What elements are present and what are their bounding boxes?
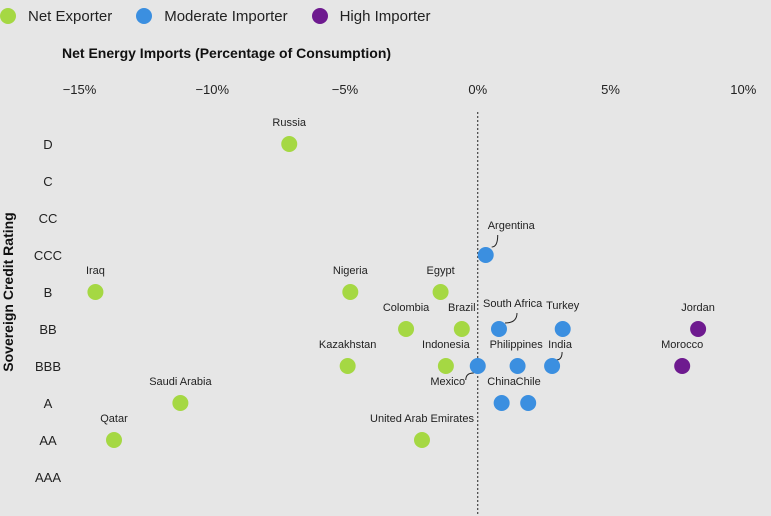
point-label-egypt: Egypt bbox=[427, 265, 455, 277]
leader-line-south-africa bbox=[504, 312, 518, 324]
point-india bbox=[544, 358, 561, 374]
point-label-iraq: Iraq bbox=[86, 265, 105, 277]
y-tick-label: C bbox=[43, 174, 52, 189]
point-mexico bbox=[469, 358, 486, 374]
leader-line-argentina bbox=[491, 234, 499, 248]
y-tick-label: BB bbox=[39, 322, 56, 337]
leader-line-mexico bbox=[465, 372, 474, 381]
point-morocco bbox=[674, 358, 691, 374]
point-label-indonesia: Indonesia bbox=[422, 339, 471, 351]
point-colombia bbox=[398, 321, 415, 337]
point-turkey bbox=[554, 321, 571, 337]
point-label-china: China bbox=[487, 376, 517, 388]
y-tick-label: BBB bbox=[35, 359, 61, 374]
legend: Net Exporter Moderate Importer High Impo… bbox=[0, 4, 454, 28]
x-axis-title: Net Energy Imports (Percentage of Consum… bbox=[62, 45, 391, 61]
point-jordan bbox=[690, 321, 707, 337]
point-label-brazil: Brazil bbox=[448, 302, 476, 314]
point-label-morocco: Morocco bbox=[661, 339, 703, 351]
leader-line-india bbox=[556, 351, 563, 361]
x-tick-label: −15% bbox=[63, 82, 97, 97]
y-tick-label: CC bbox=[39, 211, 58, 226]
point-united-arab-emirates bbox=[413, 432, 430, 448]
x-tick-label: 5% bbox=[601, 82, 620, 97]
point-indonesia bbox=[437, 358, 454, 374]
x-tick-label: −10% bbox=[195, 82, 229, 97]
legend-item-high-importer: High Importer bbox=[311, 7, 431, 25]
y-axis-title: Sovereign Credit Rating bbox=[0, 212, 16, 371]
point-kazakhstan bbox=[339, 358, 356, 374]
point-label-kazakhstan: Kazakhstan bbox=[319, 339, 376, 351]
x-tick-label: 10% bbox=[730, 82, 756, 97]
y-tick-label: AA bbox=[39, 433, 57, 448]
point-south-africa bbox=[490, 321, 507, 337]
legend-swatch-net-exporter bbox=[0, 8, 16, 24]
legend-swatch-moderate-importer bbox=[136, 8, 153, 24]
point-saudi-arabia bbox=[172, 395, 189, 411]
legend-item-moderate-importer: Moderate Importer bbox=[136, 7, 288, 25]
y-tick-label: CCC bbox=[34, 248, 62, 263]
point-label-russia: Russia bbox=[272, 117, 307, 129]
point-label-jordan: Jordan bbox=[681, 302, 715, 314]
point-label-qatar: Qatar bbox=[100, 413, 128, 425]
y-tick-label: AAA bbox=[35, 470, 61, 485]
legend-label-high-importer: High Importer bbox=[339, 7, 431, 25]
point-qatar bbox=[106, 432, 123, 448]
point-label-colombia: Colombia bbox=[383, 302, 430, 314]
y-tick-label: D bbox=[43, 137, 52, 152]
point-label-saudi-arabia: Saudi Arabia bbox=[149, 376, 212, 388]
legend-item-net-exporter: Net Exporter bbox=[0, 8, 112, 25]
point-label-chile: Chile bbox=[516, 376, 541, 388]
point-label-india: India bbox=[548, 339, 573, 351]
point-label-argentina: Argentina bbox=[488, 220, 536, 232]
point-russia bbox=[281, 136, 298, 152]
point-egypt bbox=[432, 284, 449, 300]
point-philippines bbox=[509, 358, 526, 374]
legend-label-moderate-importer: Moderate Importer bbox=[164, 7, 288, 25]
y-tick-label: B bbox=[44, 285, 53, 300]
point-label-united-arab-emirates: United Arab Emirates bbox=[370, 413, 474, 425]
point-argentina bbox=[477, 247, 494, 263]
point-label-turkey: Turkey bbox=[546, 300, 580, 312]
x-tick-label: −5% bbox=[332, 82, 359, 97]
point-label-philippines: Philippines bbox=[490, 339, 544, 351]
point-label-south-africa: South Africa bbox=[483, 298, 543, 310]
point-label-nigeria: Nigeria bbox=[333, 265, 369, 277]
point-chile bbox=[520, 395, 537, 411]
x-tick-label: 0% bbox=[468, 82, 487, 97]
legend-label-net-exporter: Net Exporter bbox=[28, 7, 113, 25]
point-china bbox=[493, 395, 510, 411]
legend-swatch-high-importer bbox=[311, 8, 328, 24]
point-iraq bbox=[87, 284, 104, 300]
point-nigeria bbox=[342, 284, 359, 300]
point-brazil bbox=[453, 321, 470, 337]
point-label-mexico: Mexico bbox=[430, 376, 465, 388]
y-tick-label: A bbox=[44, 396, 53, 411]
